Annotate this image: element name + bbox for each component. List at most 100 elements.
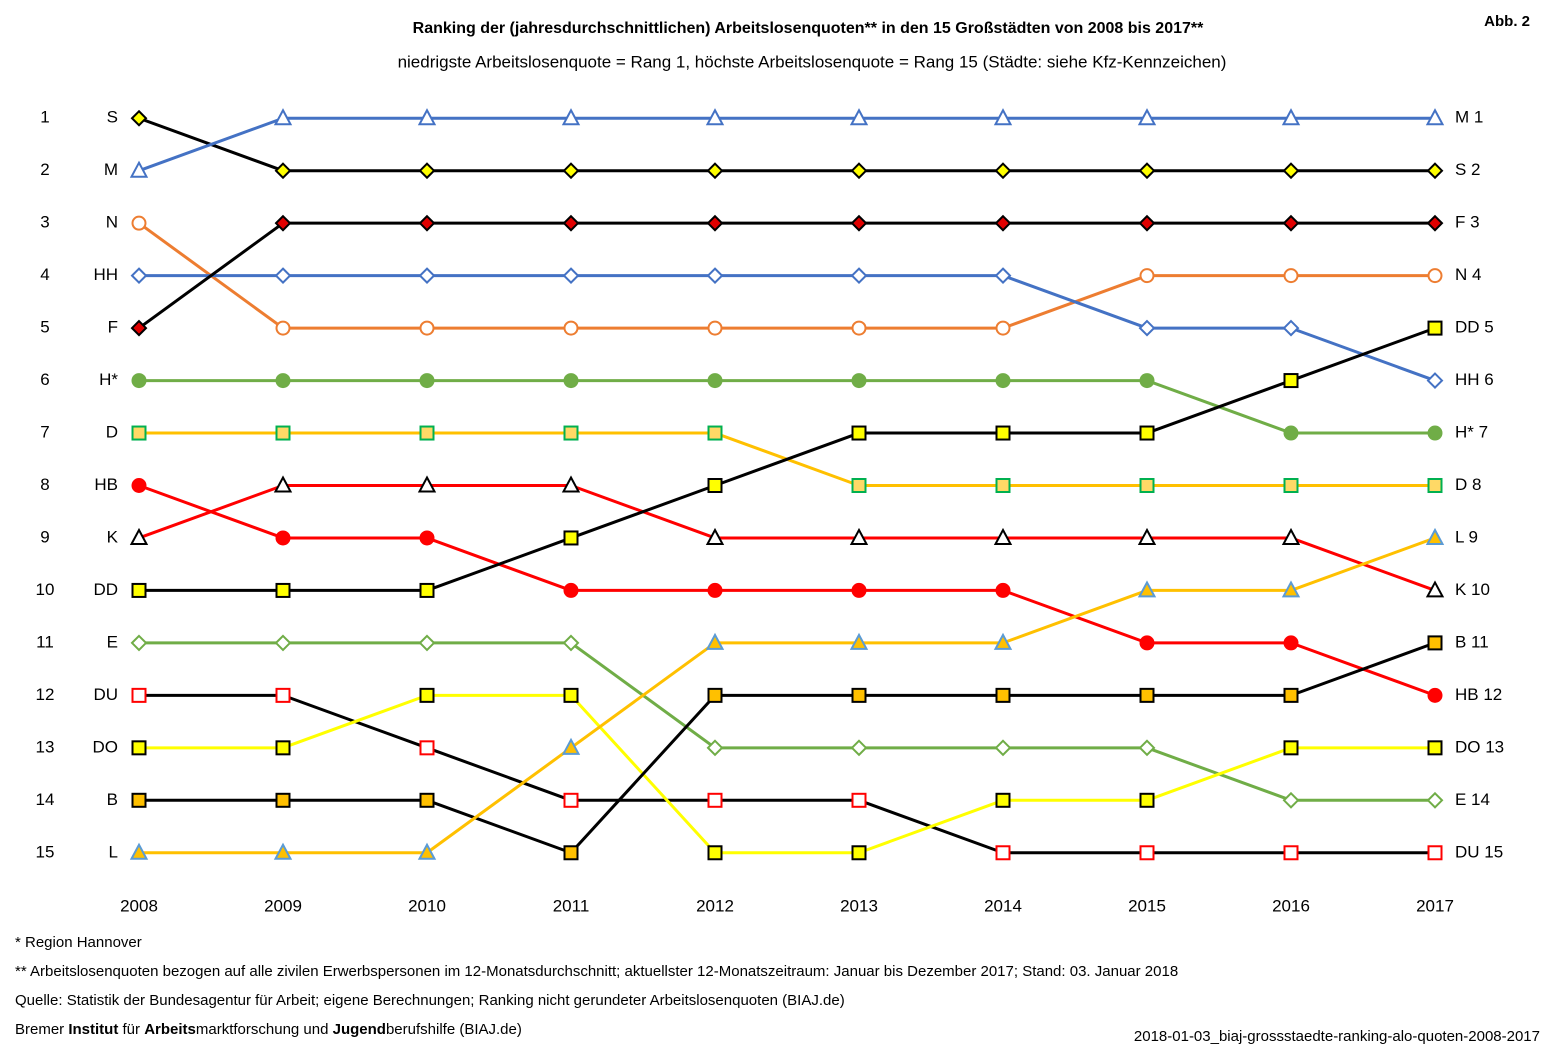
x-tick-label: 2016: [1272, 896, 1310, 915]
marker: [563, 845, 579, 861]
marker: [707, 845, 723, 861]
marker: [131, 792, 147, 808]
marker: [1139, 635, 1155, 651]
marker: [1283, 635, 1299, 651]
marker: [274, 267, 292, 285]
marker: [705, 527, 725, 545]
marker: [131, 478, 147, 493]
x-tick-label: 2010: [408, 896, 446, 915]
x-tick-label: 2012: [696, 896, 734, 915]
series-name: B: [107, 790, 118, 809]
marker: [562, 214, 580, 232]
series-name: HB: [94, 475, 118, 494]
y-tick-label: 9: [40, 527, 49, 546]
marker: [851, 687, 867, 703]
marker: [1283, 268, 1299, 284]
marker: [705, 632, 725, 650]
y-tick-label: 7: [40, 423, 49, 442]
marker: [130, 267, 148, 285]
marker: [275, 740, 291, 756]
marker: [1137, 580, 1157, 598]
series-line: [139, 693, 1435, 855]
marker: [1427, 740, 1443, 756]
footnote: Quelle: Statistik der Bundesagentur für …: [15, 992, 845, 1009]
marker: [275, 530, 291, 546]
figure-label: Abb. 2: [1484, 13, 1530, 30]
series-line: [138, 116, 1435, 173]
marker: [563, 373, 579, 389]
marker: [706, 267, 724, 285]
marker: [851, 320, 867, 336]
marker: [1138, 162, 1156, 180]
marker: [274, 214, 292, 232]
y-tick-label: 10: [36, 580, 55, 599]
marker: [1282, 319, 1300, 337]
footnote: * Region Hannover: [15, 934, 142, 951]
marker: [1425, 580, 1445, 598]
credit-part: Arbeits: [144, 1021, 196, 1038]
x-tick-label: 2009: [264, 896, 302, 915]
credit-part: Institut: [68, 1021, 118, 1038]
marker: [1139, 845, 1155, 861]
marker: [1427, 268, 1443, 284]
marker: [707, 582, 723, 598]
end-label: K 10: [1455, 580, 1490, 599]
marker: [130, 109, 148, 127]
marker: [1138, 214, 1156, 232]
marker: [995, 425, 1011, 441]
marker: [994, 739, 1012, 757]
series-line: [139, 326, 1436, 592]
end-label: D 8: [1455, 475, 1481, 494]
end-label: DD 5: [1455, 318, 1494, 337]
credit-part: berufshilfe (BIAJ.de): [386, 1021, 522, 1038]
x-tick-label: 2015: [1128, 896, 1166, 915]
series-line: [139, 536, 1436, 855]
marker: [1426, 372, 1444, 389]
marker: [419, 740, 435, 756]
marker: [419, 320, 435, 336]
series-name: DO: [93, 737, 119, 756]
credit-part: für: [118, 1021, 144, 1038]
end-label: HB 12: [1455, 685, 1502, 704]
marker: [1138, 739, 1156, 757]
y-tick-label: 2: [40, 160, 49, 179]
marker: [273, 842, 293, 860]
marker: [563, 582, 579, 598]
marker: [275, 582, 291, 598]
credit: Bremer Institut für Arbeitsmarktforschun…: [15, 1021, 522, 1038]
marker: [851, 792, 867, 808]
marker: [995, 792, 1011, 808]
marker: [131, 425, 147, 441]
marker: [562, 634, 580, 652]
y-tick-label: 5: [40, 318, 49, 337]
marker: [275, 425, 291, 441]
y-tick-label: 11: [36, 632, 54, 651]
y-tick-label: 14: [36, 790, 55, 809]
marker: [1281, 527, 1301, 545]
marker: [1427, 478, 1443, 493]
marker: [131, 687, 147, 703]
marker: [1283, 478, 1299, 493]
marker: [1138, 319, 1156, 337]
marker: [417, 842, 437, 860]
marker: [563, 425, 579, 441]
series-name: S: [107, 108, 118, 127]
y-tick-label: 6: [40, 370, 49, 389]
marker: [707, 478, 723, 493]
series-line: [138, 221, 1435, 330]
series-line: [138, 221, 1435, 330]
marker: [419, 687, 435, 703]
series-line: [138, 116, 1435, 173]
marker: [275, 792, 291, 808]
marker: [1139, 268, 1155, 284]
marker: [273, 108, 293, 126]
marker: [561, 475, 581, 493]
marker: [851, 582, 867, 598]
y-tick-label: 15: [36, 842, 55, 861]
marker: [1281, 580, 1301, 598]
marker: [1283, 425, 1299, 441]
marker: [994, 214, 1012, 232]
marker: [1281, 108, 1301, 126]
credit-part: marktforschung und: [196, 1021, 333, 1038]
marker: [418, 267, 436, 285]
